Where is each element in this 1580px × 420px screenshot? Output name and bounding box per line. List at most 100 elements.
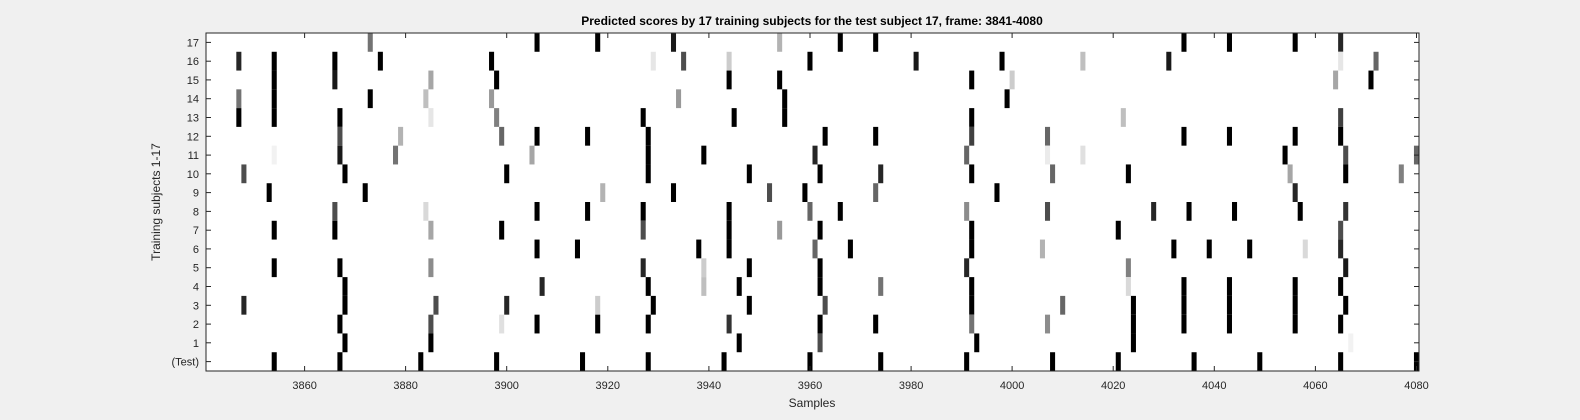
heatmap-cell (817, 164, 823, 184)
heatmap-cell (1206, 239, 1212, 259)
heatmap-cells (236, 33, 1419, 371)
heatmap-cell (1125, 164, 1131, 184)
heatmap-cell (807, 352, 813, 371)
heatmap-cell (1333, 70, 1339, 90)
heatmap-cell (367, 89, 373, 109)
heatmap-cell (1338, 108, 1344, 127)
heatmap-cell (1125, 258, 1131, 278)
plot-frame (205, 32, 1420, 372)
heatmap-cell (736, 333, 742, 353)
heatmap-cell (499, 126, 505, 146)
heatmap-cell (701, 145, 707, 165)
heatmap-cell (574, 239, 580, 259)
heatmap-cell (812, 145, 818, 165)
heatmap-cell (999, 51, 1005, 71)
heatmap-cell (332, 51, 338, 71)
heatmap-cell (969, 239, 975, 259)
heatmap-cell (873, 183, 879, 202)
x-tick-label: 3900 (494, 380, 518, 392)
heatmap-cell (337, 126, 343, 146)
heatmap-cell (1343, 258, 1349, 278)
heatmap-cell (271, 108, 277, 127)
heatmap-cell (964, 145, 970, 165)
heatmap-cell (670, 183, 677, 202)
heatmap-cell (342, 295, 348, 315)
heatmap-cell (817, 277, 823, 296)
heatmap-cell (650, 295, 656, 315)
heatmap-cell (1338, 352, 1344, 371)
heatmap-cell (585, 202, 591, 221)
x-tick-label: 3960 (798, 380, 822, 392)
heatmap-cell (241, 295, 247, 315)
heatmap-cell (236, 108, 242, 127)
heatmap-cell (726, 51, 732, 71)
heatmap-cell (494, 352, 500, 371)
heatmap-cell (878, 277, 884, 296)
heatmap-cell (721, 352, 727, 371)
y-tick-label: 13 (187, 113, 199, 125)
heatmap-cell (1226, 126, 1232, 146)
heatmap-cell (337, 314, 343, 334)
heatmap-cell (1247, 239, 1253, 259)
heatmap-cell (1181, 33, 1187, 52)
heatmap-cell (817, 258, 823, 278)
heatmap-cell (746, 295, 752, 315)
heatmap-cell (1232, 202, 1238, 221)
x-tick-labels: 3860 3880 3900 3920 3940 3960 3980 4000 4020 4040… (292, 33, 1429, 392)
heatmap-cell (337, 108, 343, 127)
heatmap-cell (812, 239, 818, 259)
heatmap-cell (271, 145, 277, 165)
heatmap-cell (367, 33, 373, 52)
heatmap-cell (1338, 314, 1344, 334)
heatmap-cell (398, 126, 404, 146)
heatmap-cell (1368, 70, 1374, 90)
heatmap-cell (1338, 239, 1344, 259)
heatmap-cell (873, 126, 879, 146)
x-tick-label: 4000 (1000, 380, 1024, 392)
x-tick-label: 3940 (697, 380, 721, 392)
heatmap-cell (1044, 145, 1051, 165)
y-tick-labels: 17 16 15 14 13 12 11 10 9 8 7 6 5 4 3 2 1 (Test) (172, 37, 1419, 369)
heatmap-cell (534, 202, 540, 221)
heatmap-cell (1292, 277, 1298, 296)
heatmap-cell (266, 183, 272, 202)
heatmap-cell (428, 70, 434, 90)
heatmap-cell (736, 277, 742, 296)
heatmap-cell (1186, 202, 1192, 221)
y-tick-label: 12 (187, 131, 199, 143)
heatmap-cell (645, 164, 651, 184)
heatmap-cell (782, 89, 788, 109)
heatmap-cell (807, 202, 813, 221)
heatmap-cell (377, 51, 383, 71)
heatmap-cell (433, 295, 439, 315)
heatmap-cell (1226, 277, 1232, 296)
heatmap-cell (1039, 239, 1045, 259)
heatmap-cell (580, 352, 586, 371)
heatmap-cell (428, 258, 434, 278)
heatmap-cell (1226, 314, 1232, 334)
x-tick-label: 3920 (596, 380, 620, 392)
heatmap-cell (777, 220, 783, 240)
heatmap-cell (489, 51, 495, 71)
heatmap-cell (645, 314, 651, 334)
heatmap-cell (1044, 126, 1051, 146)
heatmap-cell (271, 51, 277, 71)
heatmap-cell (782, 108, 788, 127)
heatmap-cell (802, 183, 808, 202)
y-axis-label: Training subjects 1-17 (149, 143, 163, 261)
heatmap-cell (1226, 33, 1232, 52)
x-tick-label: 4020 (1101, 380, 1125, 392)
heatmap-cell (1226, 295, 1232, 315)
y-tick-label: 7 (193, 225, 199, 237)
heatmap-cell (1257, 352, 1263, 371)
heatmap-cell (1373, 51, 1379, 71)
heatmap-cell (969, 314, 975, 334)
heatmap-cell (271, 258, 277, 278)
heatmap-cell (969, 277, 975, 296)
heatmap-cell (1044, 314, 1051, 334)
heatmap-cell (1044, 202, 1051, 221)
heatmap-cell (817, 314, 823, 334)
heatmap-cell (1080, 51, 1086, 71)
heatmap-cell (681, 51, 687, 71)
y-tick-label: 2 (193, 319, 199, 331)
